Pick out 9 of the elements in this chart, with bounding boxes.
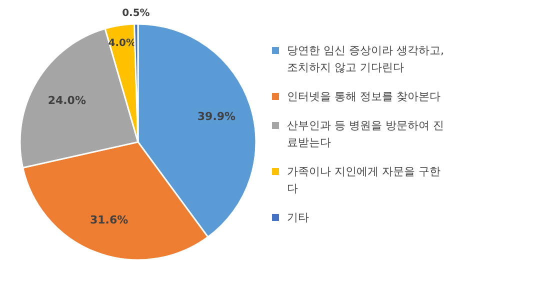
data-label: 31.6% xyxy=(90,213,128,226)
legend-label: 기타 xyxy=(287,211,309,224)
legend-label: 가족이나 지인에게 자문을 구한다 xyxy=(287,165,440,195)
data-label: 24.0% xyxy=(48,94,86,107)
data-label: 0.5% xyxy=(122,8,150,20)
legend-label: 인터넷을 통해 정보를 찾아본다 xyxy=(287,90,440,103)
data-label: 39.9% xyxy=(197,110,236,124)
legend-label: 당연한 임신 증상이라 생각하고, 조치하지 않고 기다린다 xyxy=(287,44,444,74)
legend-label: 산부인과 등 병원을 방문하여 진료받는다 xyxy=(287,119,444,149)
